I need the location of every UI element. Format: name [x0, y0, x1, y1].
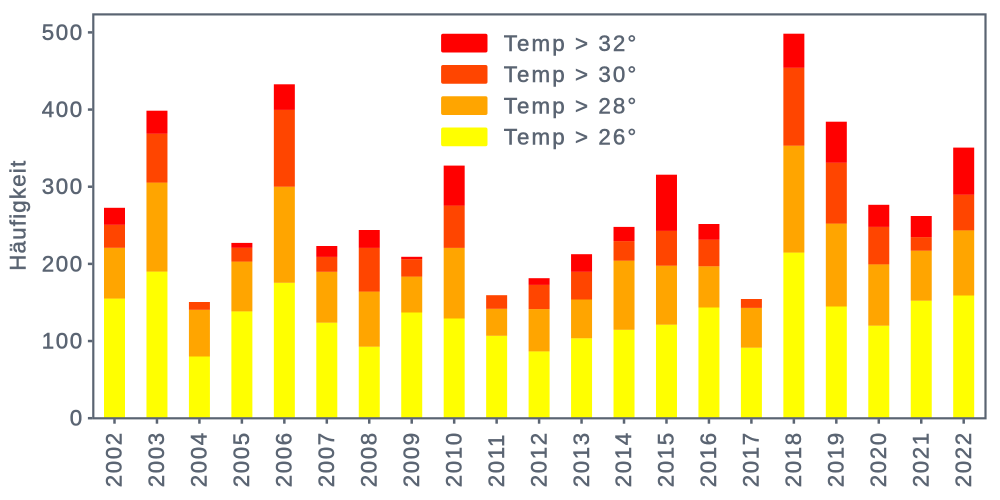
svg-text:2013: 2013: [569, 431, 594, 487]
svg-text:2015: 2015: [654, 431, 679, 487]
svg-text:200: 200: [42, 251, 84, 276]
svg-text:2005: 2005: [229, 431, 254, 487]
svg-text:Temp > 32°: Temp > 32°: [504, 31, 639, 56]
svg-text:2018: 2018: [781, 431, 806, 487]
svg-text:Temp > 30°: Temp > 30°: [504, 62, 639, 87]
svg-text:2003: 2003: [144, 431, 169, 487]
svg-text:300: 300: [42, 174, 84, 199]
svg-text:2002: 2002: [102, 431, 127, 487]
svg-text:100: 100: [42, 328, 84, 353]
svg-text:500: 500: [42, 20, 84, 45]
svg-text:0: 0: [70, 406, 84, 431]
svg-text:2019: 2019: [824, 431, 849, 487]
svg-text:2007: 2007: [314, 431, 339, 487]
svg-text:Temp > 28°: Temp > 28°: [504, 93, 639, 118]
svg-text:2008: 2008: [356, 431, 381, 487]
svg-text:2021: 2021: [908, 431, 933, 487]
svg-text:Häufigkeit: Häufigkeit: [6, 160, 31, 271]
svg-text:2011: 2011: [484, 433, 509, 487]
svg-text:2006: 2006: [272, 431, 297, 487]
svg-text:2020: 2020: [866, 431, 891, 487]
svg-text:2017: 2017: [739, 431, 764, 487]
svg-text:400: 400: [42, 97, 84, 122]
svg-text:Temp > 26°: Temp > 26°: [504, 125, 639, 150]
svg-text:2004: 2004: [187, 431, 212, 487]
svg-text:2012: 2012: [526, 431, 551, 487]
svg-text:2009: 2009: [399, 431, 424, 487]
svg-text:2010: 2010: [441, 431, 466, 487]
svg-text:2016: 2016: [696, 431, 721, 487]
svg-text:2014: 2014: [611, 431, 636, 487]
svg-text:2022: 2022: [951, 431, 976, 487]
